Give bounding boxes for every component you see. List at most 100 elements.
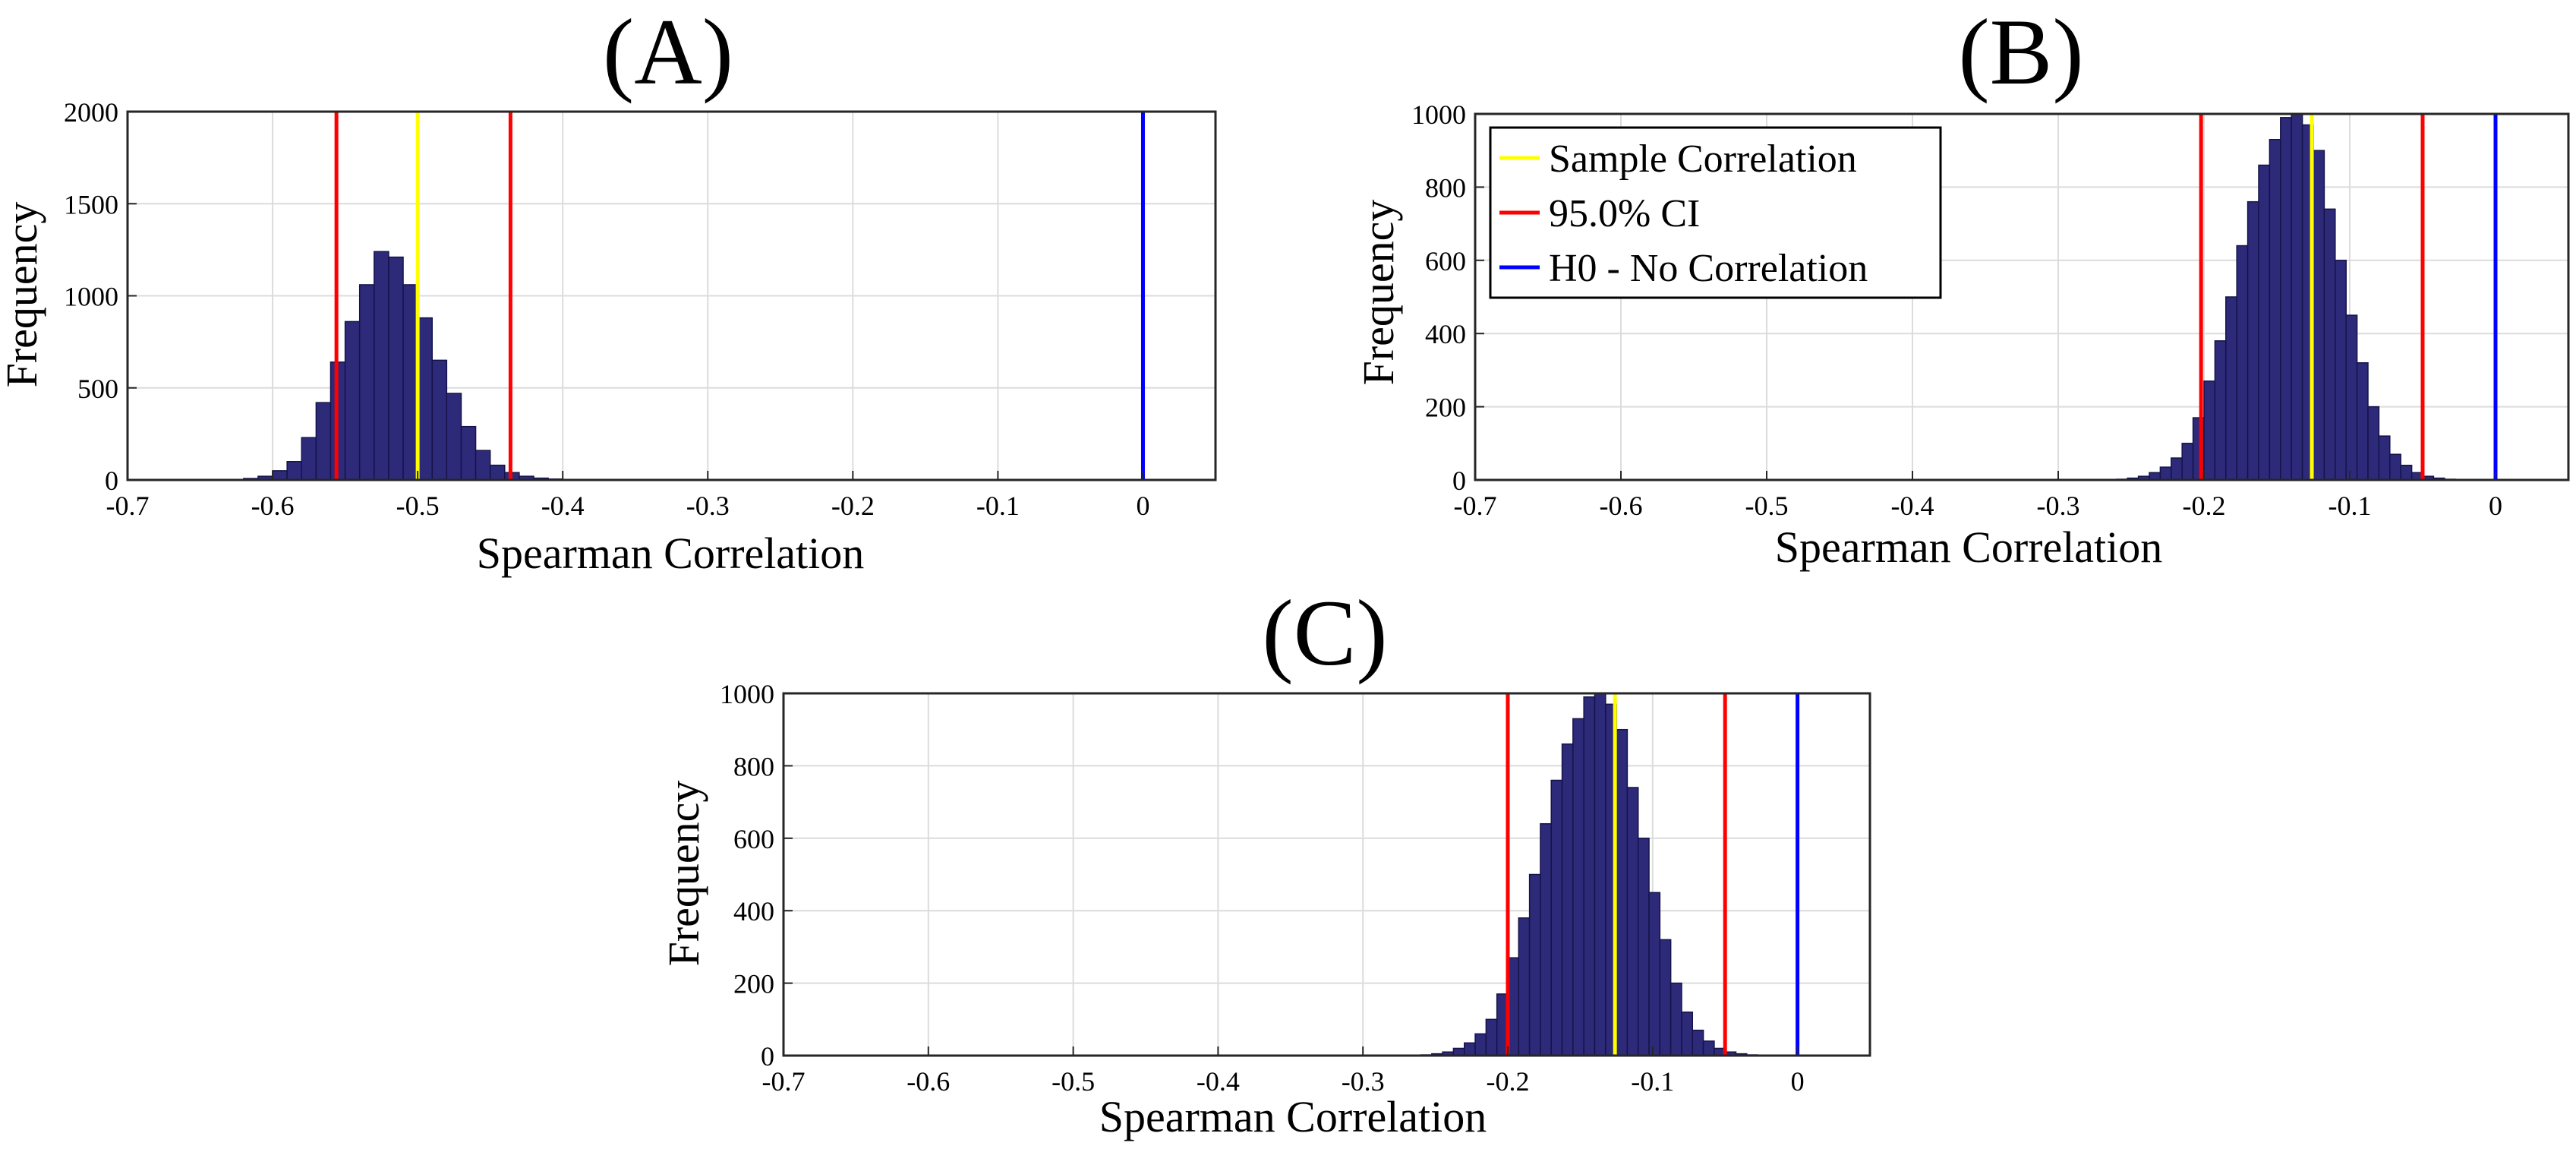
panel-c-bar-12 bbox=[1550, 779, 1563, 1056]
panel-b-bar-19 bbox=[2323, 208, 2336, 481]
panel-b-bar-15 bbox=[2280, 117, 2292, 481]
panel-c-bar-10 bbox=[1528, 873, 1541, 1056]
panel-b-bar-25 bbox=[2389, 453, 2401, 481]
panel-c-xtick-label-1: -0.6 bbox=[906, 1066, 950, 1097]
panel-b-xtick-label-1: -0.6 bbox=[1600, 491, 1643, 521]
panel-b-bar-4 bbox=[2159, 466, 2172, 481]
panel-c-bar-23 bbox=[1670, 982, 1682, 1056]
panel-c-bar-20 bbox=[1637, 838, 1650, 1056]
legend-ci-label: 95.0% CI bbox=[1549, 192, 1700, 235]
panel-b-bar-12 bbox=[2247, 200, 2259, 481]
panel-b-bar-10 bbox=[2225, 296, 2237, 481]
panel-b-bar-13 bbox=[2258, 164, 2271, 481]
panel-c-xtick-label-4: -0.3 bbox=[1342, 1066, 1385, 1097]
panel-c-ytick-label-3: 600 bbox=[733, 824, 774, 854]
panel-a-bar-18 bbox=[475, 450, 491, 481]
panel-a-title: (A) bbox=[603, 0, 733, 104]
panel-c-xtick-label-3: -0.4 bbox=[1197, 1066, 1240, 1097]
panel-c: (C) -0.7 -0.6 -0.5 -0.4 -0.3 -0.2 -0.1 0 0 200 400… bbox=[659, 581, 1871, 1141]
panel-b-bar-9 bbox=[2214, 340, 2227, 481]
panel-a-bar-17 bbox=[460, 425, 477, 481]
panel-a-xtick-label-2: -0.5 bbox=[396, 491, 440, 521]
panel-a-ytick-label-2: 1000 bbox=[64, 282, 118, 312]
panel-c-xlabel: Spearman Correlation bbox=[1099, 1092, 1487, 1141]
panel-b-bar-26 bbox=[2400, 464, 2413, 481]
panel-a-bar-15 bbox=[431, 359, 448, 481]
panel-a-xtick-label-3: -0.4 bbox=[541, 491, 585, 521]
panel-c-bar-5 bbox=[1474, 1033, 1487, 1056]
panel-b-ytick-label-4: 800 bbox=[1425, 172, 1466, 203]
panel-a-bar-13 bbox=[402, 284, 418, 481]
panel-b-bar-23 bbox=[2367, 406, 2380, 481]
panel-b-ytick-label-0: 0 bbox=[1452, 466, 1466, 496]
panel-a-bar-16 bbox=[446, 393, 462, 481]
panel-c-plot: -0.7 -0.6 -0.5 -0.4 -0.3 -0.2 -0.1 0 0 200 400 600 8… bbox=[720, 679, 1871, 1097]
panel-a-bar-6 bbox=[301, 437, 317, 481]
panel-c-xtick-label-7: 0 bbox=[1791, 1066, 1805, 1097]
panel-c-bar-16 bbox=[1594, 693, 1606, 1056]
panel-c-ytick-label-5: 1000 bbox=[720, 679, 774, 709]
panel-b-bar-24 bbox=[2378, 435, 2391, 481]
panel-a-xtick-label-6: -0.1 bbox=[976, 491, 1020, 521]
panel-b-xtick-label-3: -0.4 bbox=[1891, 491, 1934, 521]
panel-b-ylabel: Frequency bbox=[1354, 200, 1403, 386]
panel-a: (A) -0.7 -0.6 -0.5 -0.4 -0.3 -0.2 -0.1 0 0 500 100… bbox=[0, 0, 1217, 578]
panel-b-title: (B) bbox=[1958, 0, 2083, 104]
panel-b-bar-11 bbox=[2236, 245, 2249, 481]
panel-c-bar-24 bbox=[1681, 1012, 1694, 1056]
panel-b-bar-21 bbox=[2345, 314, 2358, 481]
panel-a-bar-10 bbox=[358, 284, 375, 481]
panel-c-xtick-label-0: -0.7 bbox=[762, 1066, 806, 1097]
panel-c-xtick-label-5: -0.2 bbox=[1487, 1066, 1530, 1097]
panel-b: (B) -0.7 -0.6 -0.5 -0.4 -0.3 -0.2 -0.1 0 0 200 400… bbox=[1354, 0, 2570, 572]
panel-b-bar-8 bbox=[2203, 380, 2216, 481]
panel-a-xtick-label-7: 0 bbox=[1136, 491, 1149, 521]
panel-c-bar-9 bbox=[1518, 917, 1531, 1056]
panel-b-ytick-label-5: 1000 bbox=[1411, 99, 1466, 130]
panel-c-xtick-label-2: -0.5 bbox=[1052, 1066, 1095, 1097]
panel-b-bar-22 bbox=[2356, 362, 2369, 481]
panel-a-bar-14 bbox=[417, 317, 433, 481]
panel-c-bar-14 bbox=[1572, 718, 1584, 1056]
panel-b-xtick-label-4: -0.3 bbox=[2037, 491, 2080, 521]
panel-a-bar-11 bbox=[374, 251, 389, 481]
panel-b-axes-box bbox=[1474, 112, 2570, 481]
panel-c-bar-13 bbox=[1561, 743, 1574, 1056]
panel-c-bar-22 bbox=[1659, 939, 1672, 1056]
panel-a-bar-5 bbox=[286, 461, 303, 481]
panel-c-xtick-label-6: -0.1 bbox=[1631, 1066, 1674, 1097]
panel-c-bar-15 bbox=[1583, 696, 1596, 1056]
panel-c-title: (C) bbox=[1262, 581, 1387, 685]
panel-b-bar-20 bbox=[2335, 260, 2347, 481]
panel-b-bar-14 bbox=[2269, 138, 2281, 481]
panel-b-ytick-label-3: 600 bbox=[1425, 246, 1466, 276]
panel-a-plot: -0.7 -0.6 -0.5 -0.4 -0.3 -0.2 -0.1 0 0 500 1000 150… bbox=[64, 97, 1217, 521]
panel-a-ytick-label-3: 1500 bbox=[64, 189, 118, 219]
panel-a-xtick-label-1: -0.6 bbox=[251, 491, 295, 521]
panel-c-bar-11 bbox=[1540, 822, 1552, 1056]
legend-sample-label: Sample Correlation bbox=[1549, 137, 1857, 181]
panel-b-xtick-label-7: 0 bbox=[2489, 491, 2502, 521]
panel-b-xlabel: Spearman Correlation bbox=[1775, 522, 2163, 572]
panel-a-bar-9 bbox=[344, 320, 361, 481]
panel-c-axes-box bbox=[782, 692, 1871, 1057]
panel-c-ytick-label-0: 0 bbox=[761, 1041, 774, 1072]
panel-b-bar-18 bbox=[2313, 150, 2325, 481]
panel-c-ylabel: Frequency bbox=[659, 781, 708, 967]
panel-c-ytick-label-1: 200 bbox=[733, 969, 774, 999]
panel-c-bar-25 bbox=[1692, 1029, 1704, 1056]
panel-a-ytick-label-1: 500 bbox=[77, 374, 118, 404]
panel-b-bar-16 bbox=[2291, 113, 2303, 481]
panel-b-legend: Sample Correlation 95.0% CI H0 - No Corr… bbox=[1489, 126, 1942, 299]
panel-c-bar-4 bbox=[1464, 1042, 1476, 1056]
panel-a-bar-19 bbox=[489, 464, 506, 481]
panel-c-bar-6 bbox=[1485, 1018, 1498, 1056]
panel-b-xtick-label-0: -0.7 bbox=[1454, 491, 1497, 521]
panel-a-ytick-label-0: 0 bbox=[105, 466, 118, 496]
panel-c-ytick-label-2: 400 bbox=[733, 896, 774, 926]
legend-box bbox=[1489, 126, 1942, 299]
panel-a-ylabel: Frequency bbox=[0, 202, 46, 388]
panel-b-bar-5 bbox=[2171, 457, 2183, 481]
panel-a-xtick-label-4: -0.3 bbox=[686, 491, 730, 521]
